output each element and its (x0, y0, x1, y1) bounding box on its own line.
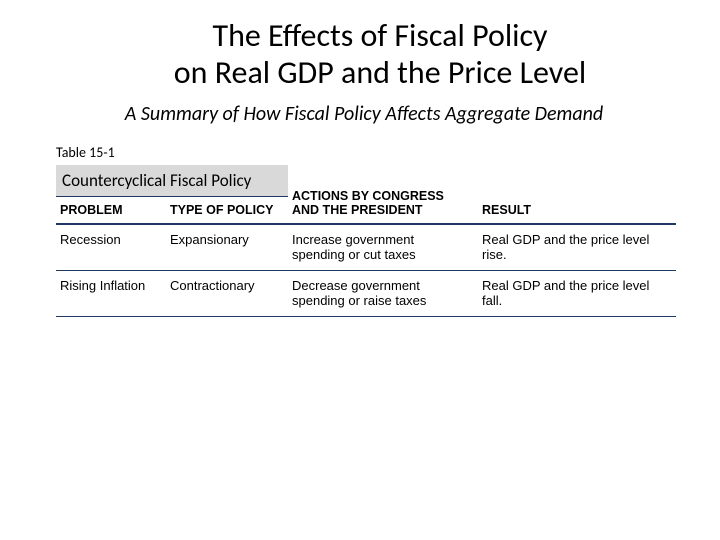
table-header-result: RESULT (478, 165, 676, 224)
table-number-label: Table 15-1 (56, 144, 672, 161)
cell-actions: Increase government spending or cut taxe… (288, 224, 478, 271)
slide-subtitle: A Summary of How Fiscal Policy Affects A… (56, 102, 672, 126)
table-row: RecessionExpansionaryIncrease government… (56, 224, 676, 271)
fiscal-policy-table: Countercyclical Fiscal PolicyACTIONS BY … (56, 165, 676, 317)
title-line-2: on Real GDP and the Price Level (174, 53, 586, 92)
table-caption-row: Countercyclical Fiscal PolicyACTIONS BY … (56, 165, 676, 197)
table-caption: Countercyclical Fiscal Policy (56, 165, 288, 197)
title-line-1: The Effects of Fiscal Policy (212, 16, 547, 55)
slide: The Effects of Fiscal Policy on Real GDP… (0, 0, 720, 540)
cell-result: Real GDP and the price level rise. (478, 224, 676, 271)
cell-type: Contractionary (166, 270, 288, 316)
slide-title: The Effects of Fiscal Policy on Real GDP… (88, 18, 672, 92)
cell-problem: Rising Inflation (56, 270, 166, 316)
cell-result: Real GDP and the price level fall. (478, 270, 676, 316)
table-row: Rising InflationContractionaryDecrease g… (56, 270, 676, 316)
cell-problem: Recession (56, 224, 166, 271)
cell-type: Expansionary (166, 224, 288, 271)
fiscal-policy-table-wrap: Countercyclical Fiscal PolicyACTIONS BY … (56, 165, 676, 317)
cell-actions: Decrease government spending or raise ta… (288, 270, 478, 316)
table-header-type: TYPE OF POLICY (166, 197, 288, 224)
table-header-actions: ACTIONS BY CONGRESS AND THE PRESIDENT (288, 165, 478, 224)
table-header-problem: PROBLEM (56, 197, 166, 224)
